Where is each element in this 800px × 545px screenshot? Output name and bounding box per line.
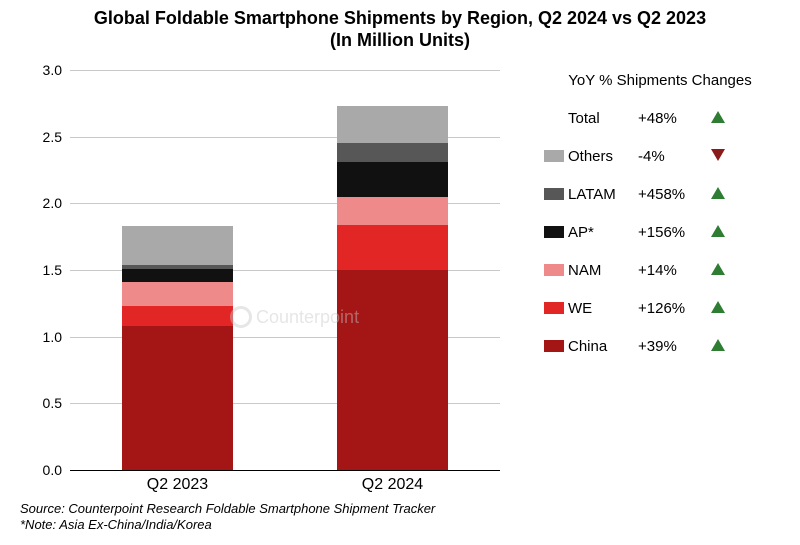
y-tick-label: 2.5 [43,129,70,145]
legend-row: Others-4% [540,137,780,175]
legend-value: +156% [638,224,708,241]
y-tick-label: 1.0 [43,329,70,345]
legend-row: LATAM+458% [540,175,780,213]
footer-note: Source: Counterpoint Research Foldable S… [20,501,435,534]
arrow-up-icon [708,300,728,317]
y-tick-label: 0.5 [43,395,70,411]
legend-row: AP*+156% [540,213,780,251]
gridline [70,470,500,471]
x-tick-label: Q2 2023 [147,470,208,494]
legend-label: WE [568,300,638,317]
legend-swatch [544,188,564,200]
legend-label: China [568,338,638,355]
legend-value: +14% [638,262,708,279]
bar-segment [122,226,234,265]
legend-label: NAM [568,262,638,279]
plot-area: 0.00.51.01.52.02.53.0Q2 2023Q2 2024 [70,70,500,470]
chart-title-line1: Global Foldable Smartphone Shipments by … [0,8,800,30]
y-tick-label: 0.0 [43,462,70,478]
legend-label: AP* [568,224,638,241]
y-tick-label: 3.0 [43,62,70,78]
legend-row: WE+126% [540,289,780,327]
arrow-down-icon [708,148,728,165]
bar-column [337,70,449,470]
bar-segment [337,197,449,225]
legend-rows: Total+48%Others-4%LATAM+458%AP*+156%NAM+… [540,99,780,365]
bar-segment [122,306,234,326]
bar-segment [337,225,449,270]
legend-value: +39% [638,338,708,355]
legend-swatch [544,302,564,314]
bar-segment [337,106,449,143]
legend-value: -4% [638,148,708,165]
arrow-up-icon [708,186,728,203]
legend-panel: YoY % Shipments Changes Total+48%Others-… [540,72,780,365]
legend-label: Others [568,148,638,165]
bar-segment [122,269,234,282]
arrow-up-icon [708,262,728,279]
chart-title: Global Foldable Smartphone Shipments by … [0,8,800,51]
bar-segment [122,326,234,470]
arrow-up-icon [708,110,728,127]
legend-label: LATAM [568,186,638,203]
legend-swatch-cell [540,340,568,352]
y-tick-label: 1.5 [43,262,70,278]
arrow-up-icon [708,338,728,355]
legend-swatch [544,264,564,276]
legend-swatch [544,340,564,352]
bar-column [122,70,234,470]
legend-swatch-cell [540,302,568,314]
y-tick-label: 2.0 [43,195,70,211]
legend-title: YoY % Shipments Changes [540,72,780,89]
legend-swatch-cell [540,264,568,276]
legend-label: Total [568,110,638,127]
legend-swatch-cell [540,226,568,238]
bar-segment [122,282,234,306]
figure-root: Global Foldable Smartphone Shipments by … [0,0,800,545]
legend-value: +458% [638,186,708,203]
footer-note-text: *Note: Asia Ex-China/India/Korea [20,517,435,533]
legend-swatch-cell [540,150,568,162]
legend-value: +48% [638,110,708,127]
legend-row: NAM+14% [540,251,780,289]
x-tick-label: Q2 2024 [362,470,423,494]
legend-swatch-cell [540,188,568,200]
arrow-up-icon [708,224,728,241]
chart-title-line2: (In Million Units) [0,30,800,52]
legend-swatch [544,226,564,238]
legend-row: Total+48% [540,99,780,137]
legend-value: +126% [638,300,708,317]
legend-swatch [544,150,564,162]
footer-source: Source: Counterpoint Research Foldable S… [20,501,435,517]
bar-segment [337,270,449,470]
bar-segment [337,143,449,162]
bar-segment [337,162,449,197]
legend-row: China+39% [540,327,780,365]
bar-segment [122,265,234,269]
